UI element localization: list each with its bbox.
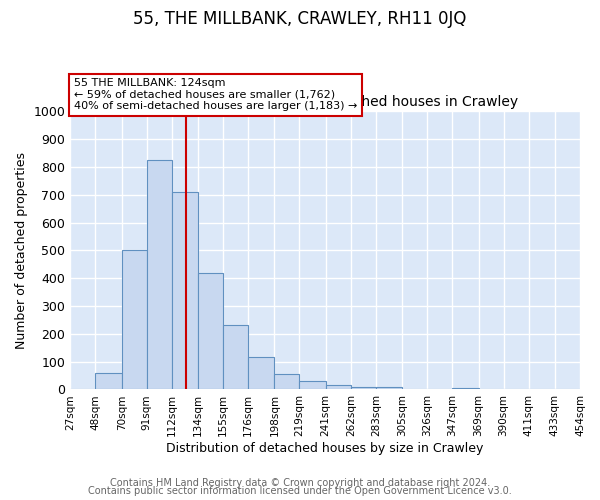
Bar bbox=[146, 160, 172, 390]
Bar bbox=[198, 272, 223, 390]
Bar bbox=[95, 373, 122, 390]
Text: Contains HM Land Registry data © Crown copyright and database right 2024.: Contains HM Land Registry data © Crown c… bbox=[110, 478, 490, 488]
Text: 55 THE MILLBANK: 124sqm
← 59% of detached houses are smaller (1,762)
40% of semi: 55 THE MILLBANK: 124sqm ← 59% of detache… bbox=[74, 78, 357, 111]
Bar bbox=[351, 386, 376, 390]
Bar bbox=[299, 381, 326, 390]
Bar bbox=[248, 358, 274, 390]
Bar bbox=[274, 374, 299, 390]
Bar bbox=[326, 386, 351, 390]
Title: Size of property relative to detached houses in Crawley: Size of property relative to detached ho… bbox=[132, 94, 518, 108]
Text: 55, THE MILLBANK, CRAWLEY, RH11 0JQ: 55, THE MILLBANK, CRAWLEY, RH11 0JQ bbox=[133, 10, 467, 28]
Bar bbox=[376, 386, 402, 390]
Text: Contains public sector information licensed under the Open Government Licence v3: Contains public sector information licen… bbox=[88, 486, 512, 496]
Bar bbox=[172, 192, 198, 390]
Y-axis label: Number of detached properties: Number of detached properties bbox=[15, 152, 28, 349]
Bar bbox=[122, 250, 146, 390]
Bar bbox=[452, 388, 479, 390]
Bar bbox=[223, 326, 248, 390]
X-axis label: Distribution of detached houses by size in Crawley: Distribution of detached houses by size … bbox=[166, 442, 484, 455]
